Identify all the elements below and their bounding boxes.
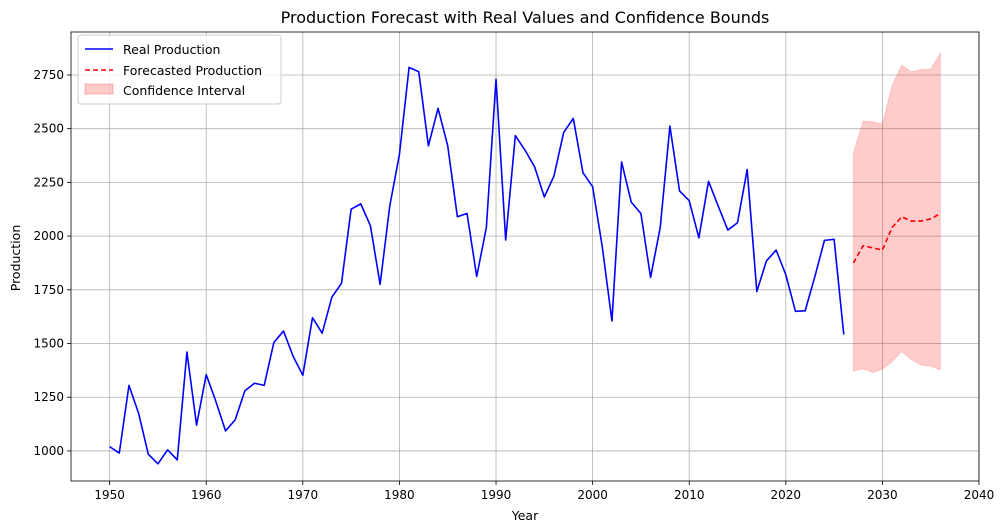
x-tick-label: 1950 (94, 488, 125, 502)
legend: Real Production Forecasted Production Co… (77, 34, 282, 105)
x-tick-label: 1990 (481, 488, 512, 502)
series-layer (109, 66, 941, 465)
y-tick-label: 2250 (33, 175, 64, 189)
real-production-line (109, 66, 845, 465)
x-tick-label: 2020 (771, 488, 802, 502)
y-tick-label: 2500 (33, 122, 64, 136)
chart-title: Production Forecast with Real Values and… (281, 8, 770, 27)
x-axis: 1950 1960 1970 1980 1990 2000 2010 2020 2030 2040 (94, 481, 994, 502)
y-tick-label: 1000 (33, 444, 64, 458)
x-tick-label: 2010 (674, 488, 705, 502)
legend-label-forecast: Forecasted Production (123, 63, 262, 78)
x-tick-label: 2000 (577, 488, 608, 502)
y-tick-label: 2750 (33, 68, 64, 82)
x-tick-label: 2030 (867, 488, 898, 502)
x-tick-label: 2040 (964, 488, 995, 502)
y-axis: 1000 1250 1500 1750 2000 2250 2500 2750 (33, 68, 71, 458)
legend-swatch-ci (84, 83, 114, 95)
x-axis-label: Year (511, 508, 539, 523)
y-tick-label: 1500 (33, 337, 64, 351)
y-axis-label: Production (8, 225, 23, 292)
plot-frame (70, 31, 980, 482)
legend-label-ci: Confidence Interval (123, 83, 245, 98)
y-tick-label: 1750 (33, 283, 64, 297)
forecasted-production-line (852, 212, 941, 264)
legend-box (77, 34, 282, 105)
confidence-band-layer (852, 51, 941, 374)
x-tick-label: 1970 (288, 488, 319, 502)
legend-label-real: Real Production (123, 42, 220, 57)
confidence-interval-band (852, 51, 941, 374)
x-tick-label: 1960 (191, 488, 222, 502)
x-tick-label: 1980 (384, 488, 415, 502)
grid-lines (71, 32, 980, 481)
y-tick-label: 1250 (33, 390, 64, 404)
y-tick-label: 2000 (33, 229, 64, 243)
